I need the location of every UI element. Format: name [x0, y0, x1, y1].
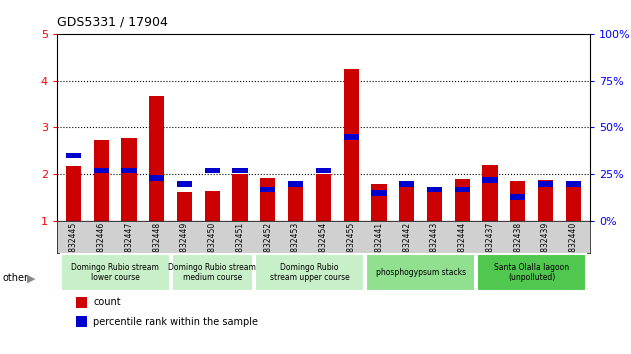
Bar: [565, 184, 581, 221]
Bar: [427, 187, 442, 192]
Text: GSM832447: GSM832447: [124, 222, 134, 268]
Bar: [477, 254, 586, 291]
Bar: [93, 168, 109, 173]
Text: GSM832440: GSM832440: [569, 222, 578, 268]
Text: GSM832444: GSM832444: [457, 222, 467, 268]
Bar: [366, 254, 475, 291]
Text: Domingo Rubio stream
lower course: Domingo Rubio stream lower course: [71, 263, 159, 282]
Bar: [61, 254, 170, 291]
Text: GSM832442: GSM832442: [402, 222, 411, 268]
Bar: [538, 181, 553, 221]
Text: ▶: ▶: [27, 274, 35, 284]
Bar: [371, 190, 387, 196]
Text: GSM832445: GSM832445: [69, 222, 78, 268]
Text: GSM832450: GSM832450: [208, 222, 217, 268]
Bar: [454, 187, 470, 192]
Bar: [399, 181, 415, 221]
Text: GSM832446: GSM832446: [97, 222, 106, 268]
Text: GDS5331 / 17904: GDS5331 / 17904: [57, 16, 168, 29]
Bar: [204, 168, 220, 173]
Text: other: other: [3, 273, 28, 283]
Text: GSM832449: GSM832449: [180, 222, 189, 268]
Text: phosphogypsum stacks: phosphogypsum stacks: [375, 268, 466, 277]
Bar: [316, 168, 331, 173]
Bar: [399, 181, 415, 187]
Text: Domingo Rubio stream
medium course: Domingo Rubio stream medium course: [168, 263, 256, 282]
Bar: [121, 138, 137, 221]
Text: GSM832451: GSM832451: [235, 222, 245, 268]
Text: GSM832438: GSM832438: [513, 222, 522, 268]
Bar: [288, 181, 304, 187]
Bar: [316, 175, 331, 221]
Text: percentile rank within the sample: percentile rank within the sample: [93, 317, 258, 327]
Bar: [149, 96, 165, 221]
Bar: [482, 165, 498, 221]
Text: GSM832453: GSM832453: [291, 222, 300, 268]
Bar: [482, 177, 498, 183]
Bar: [260, 178, 276, 221]
Bar: [343, 134, 359, 139]
Bar: [427, 187, 442, 221]
Bar: [343, 69, 359, 221]
Bar: [232, 168, 248, 173]
Text: GSM832441: GSM832441: [374, 222, 384, 268]
Bar: [66, 153, 81, 158]
Bar: [172, 254, 253, 291]
Bar: [121, 168, 137, 173]
Bar: [204, 191, 220, 221]
Text: GSM832437: GSM832437: [485, 222, 495, 268]
Bar: [177, 181, 192, 187]
Bar: [510, 181, 526, 221]
Text: count: count: [93, 297, 121, 307]
Bar: [371, 184, 387, 221]
Bar: [288, 185, 304, 221]
Bar: [149, 175, 165, 181]
Bar: [255, 254, 364, 291]
Bar: [260, 187, 276, 192]
Text: GSM832443: GSM832443: [430, 222, 439, 268]
Bar: [232, 175, 248, 221]
Text: GSM832455: GSM832455: [346, 222, 356, 268]
Text: GSM832439: GSM832439: [541, 222, 550, 268]
Text: Domingo Rubio
stream upper course: Domingo Rubio stream upper course: [269, 263, 350, 282]
Bar: [177, 192, 192, 221]
Text: GSM832448: GSM832448: [152, 222, 162, 268]
Bar: [66, 166, 81, 221]
Bar: [454, 179, 470, 221]
Bar: [538, 181, 553, 187]
Text: Santa Olalla lagoon
(unpolluted): Santa Olalla lagoon (unpolluted): [494, 263, 569, 282]
Bar: [93, 140, 109, 221]
Bar: [510, 194, 526, 200]
Text: GSM832452: GSM832452: [263, 222, 273, 268]
Text: GSM832454: GSM832454: [319, 222, 328, 268]
Bar: [565, 181, 581, 187]
